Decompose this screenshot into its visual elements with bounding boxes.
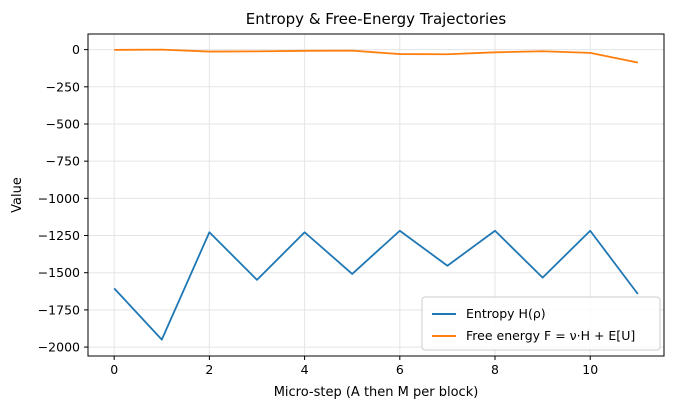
- legend-label-free-energy: Free energy F = ν·H + E[U]: [466, 328, 635, 343]
- x-axis-label: Micro-step (A then M per block): [274, 385, 479, 400]
- legend: Entropy H(ρ) Free energy F = ν·H + E[U]: [421, 296, 661, 351]
- plot-lines: [113, 48, 639, 341]
- x-tick-label: 10: [582, 362, 598, 377]
- y-tick-label: −250: [46, 79, 80, 94]
- y-tick-label: −1750: [38, 302, 80, 317]
- entropy-line: [113, 229, 639, 341]
- x-tick-label: 6: [396, 362, 404, 377]
- x-tick-label: 0: [110, 362, 118, 377]
- chart-title: Entropy & Free-Energy Trajectories: [246, 10, 507, 28]
- y-axis-label: Value: [10, 177, 25, 213]
- x-tick-label: 2: [205, 362, 213, 377]
- y-tick-label: −1250: [38, 228, 80, 243]
- y-tick-label: −1000: [38, 191, 80, 206]
- legend-label-entropy: Entropy H(ρ): [466, 306, 546, 321]
- y-tick-label: −500: [46, 116, 80, 131]
- x-axis-ticks: 0 2 4 6 8 10: [110, 356, 598, 377]
- x-tick-label: 4: [301, 362, 309, 377]
- grid: [88, 34, 664, 356]
- y-tick-label: −1500: [38, 265, 80, 280]
- free-energy-line: [114, 48, 638, 64]
- y-tick-label: −750: [46, 154, 80, 169]
- y-tick-label: 0: [72, 42, 80, 57]
- y-tick-label: −2000: [38, 340, 80, 355]
- y-axis-ticks: 0 −250 −500 −750 −1000 −1250 −1500 −1750 −2000: [38, 42, 88, 355]
- x-tick-label: 8: [491, 362, 499, 377]
- legend-box: [421, 296, 661, 351]
- plot-frame: [87, 33, 665, 357]
